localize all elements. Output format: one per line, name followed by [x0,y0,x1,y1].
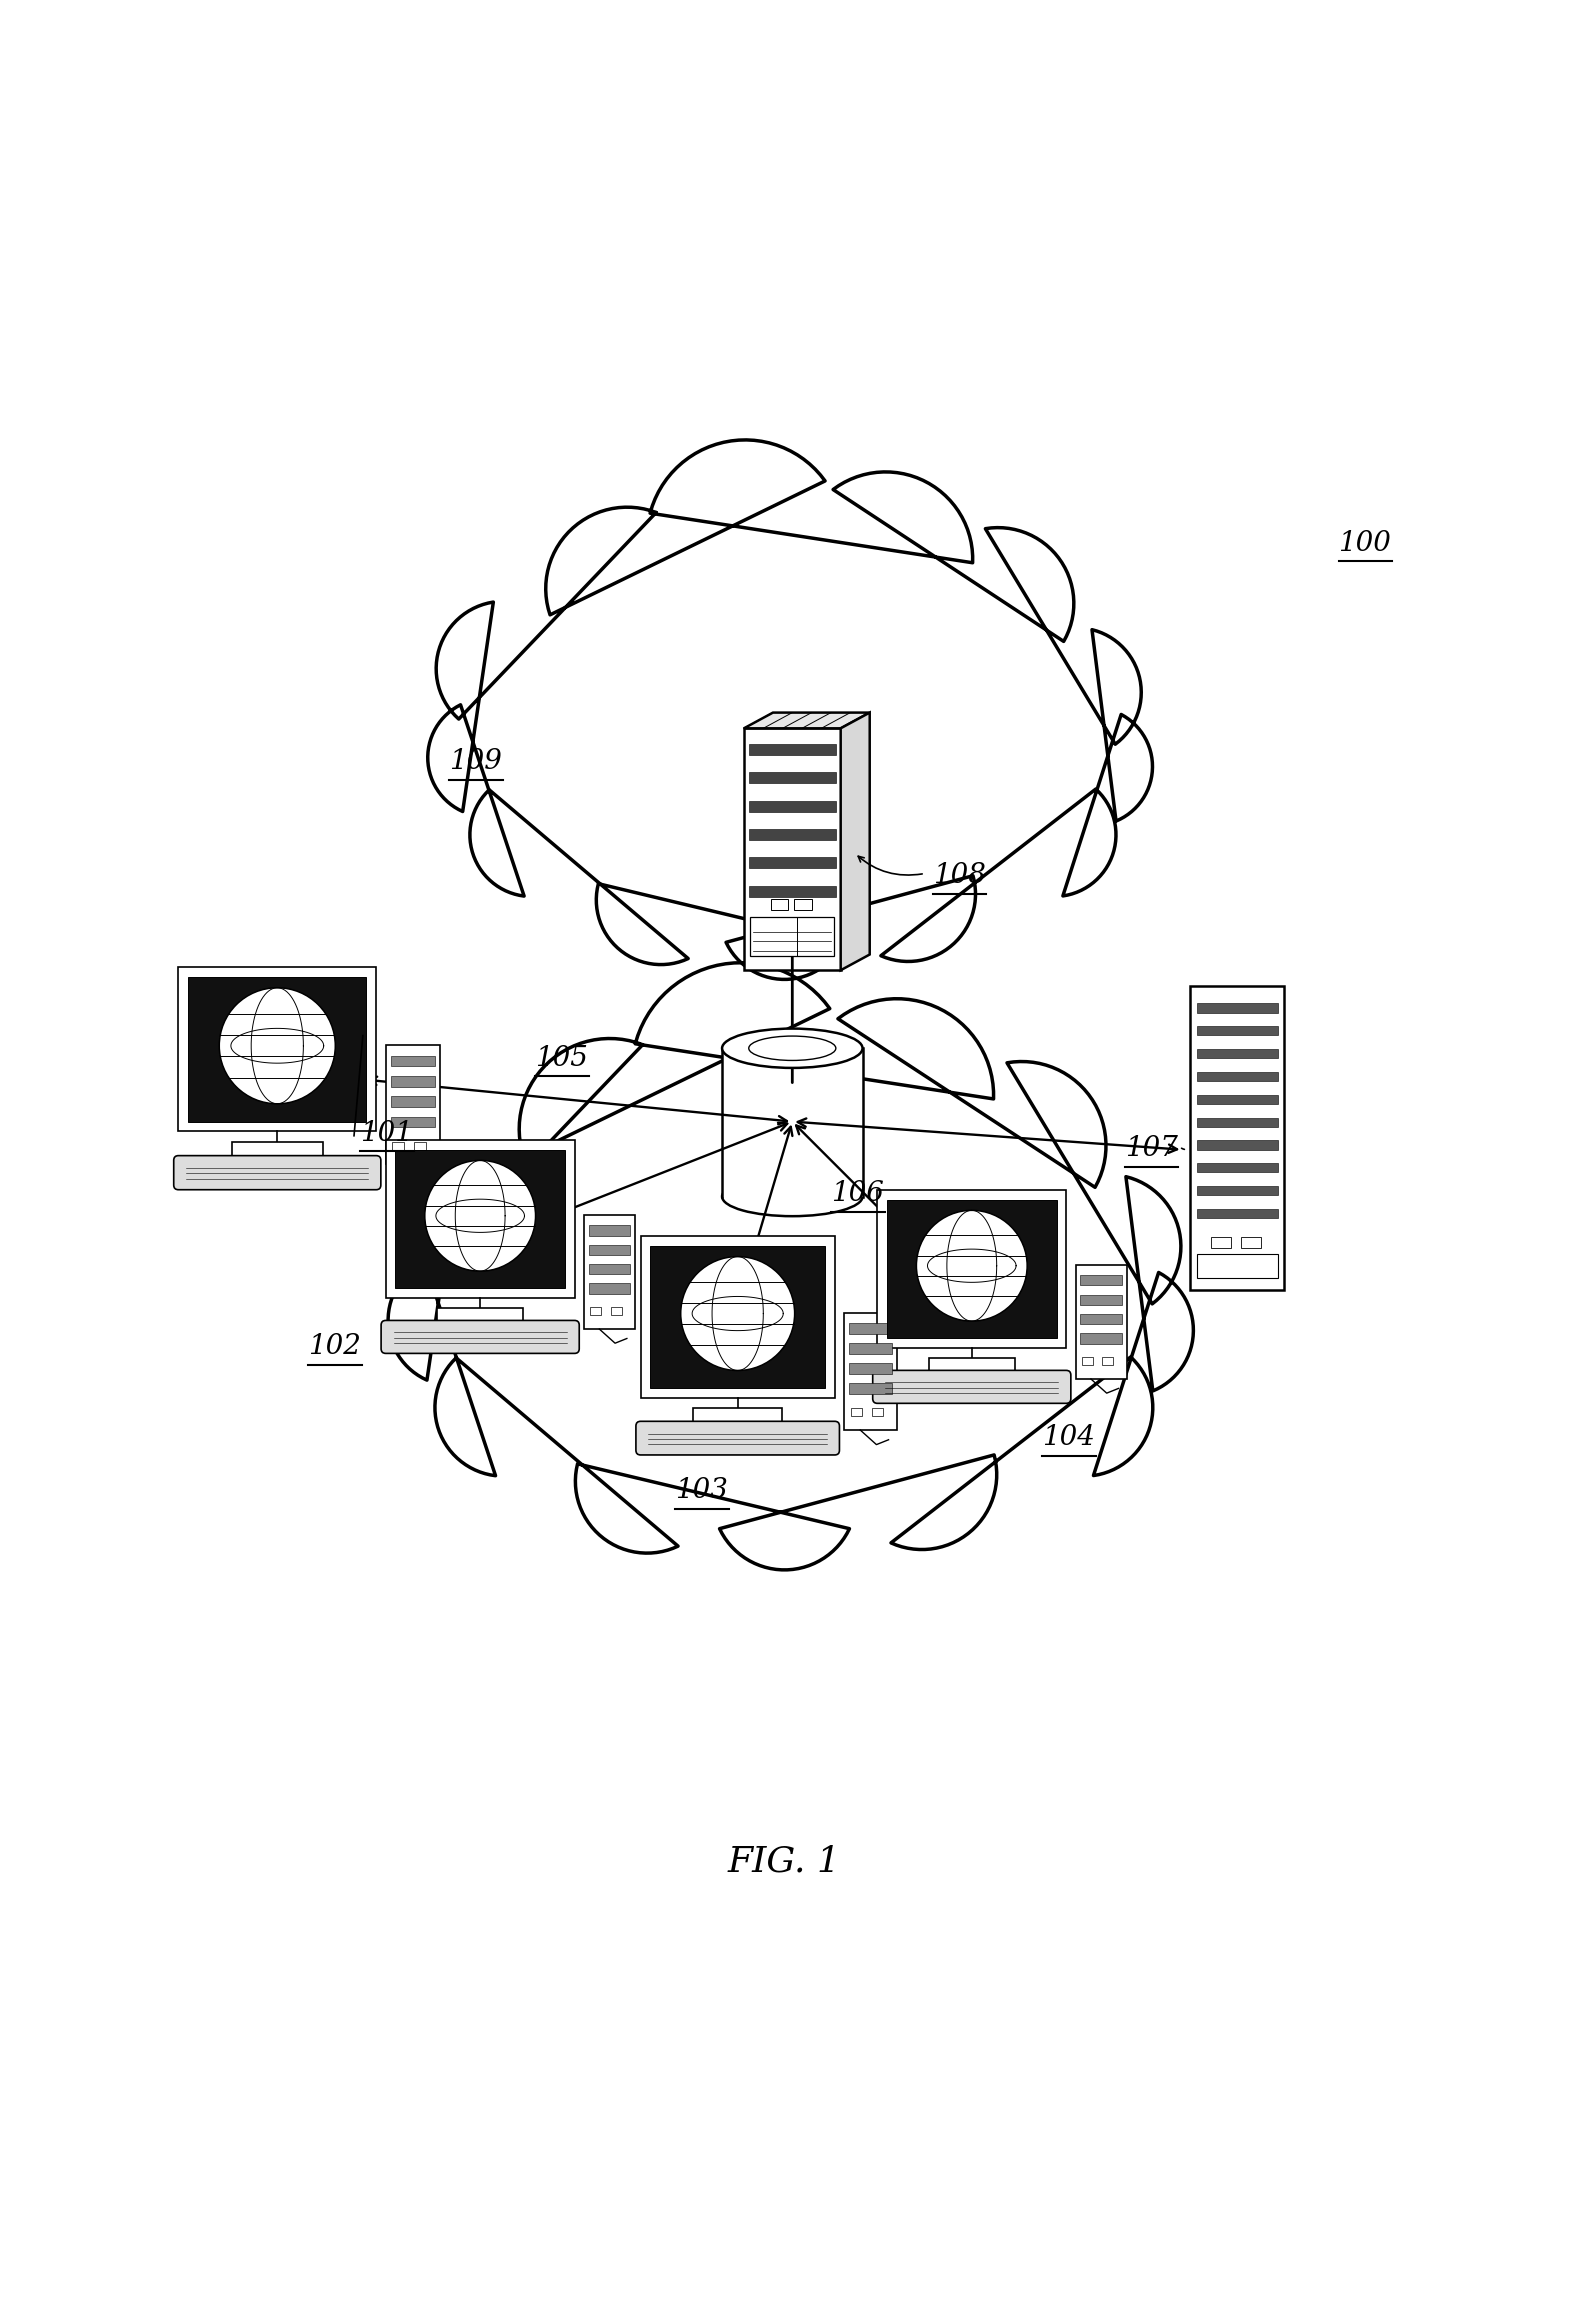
Polygon shape [744,729,841,970]
Bar [722,1049,863,1197]
Bar [748,801,836,813]
Bar [1197,1002,1277,1012]
Text: 103: 103 [675,1477,728,1505]
Bar [850,1408,863,1417]
Bar [750,917,835,956]
Ellipse shape [748,1037,836,1060]
Bar [1081,1315,1122,1324]
Bar [1197,1095,1277,1104]
Bar [590,1308,601,1315]
Bar [794,898,811,910]
Bar [748,743,836,755]
Circle shape [220,989,336,1104]
Bar [640,1236,835,1398]
Bar [1076,1264,1127,1380]
Bar [1241,1236,1261,1248]
Bar [886,1199,1058,1338]
Bar [1191,986,1283,1289]
Polygon shape [841,713,869,970]
FancyBboxPatch shape [635,1421,839,1454]
Bar [395,1151,565,1287]
Bar [1211,1236,1232,1248]
Text: 106: 106 [832,1181,885,1208]
Bar [1197,1162,1277,1171]
Circle shape [425,1160,535,1271]
Bar [588,1245,631,1255]
Text: 109: 109 [449,748,502,776]
Bar [849,1324,893,1333]
Bar [748,773,836,782]
Bar [748,887,836,896]
Text: 101: 101 [359,1120,413,1146]
Bar [1197,1072,1277,1081]
Bar [391,1116,435,1127]
Circle shape [916,1211,1028,1322]
Bar [748,829,836,840]
Ellipse shape [722,1176,863,1215]
Bar [1081,1333,1122,1343]
Bar [188,977,366,1120]
Bar [588,1283,631,1294]
Polygon shape [744,713,869,729]
Bar [1081,1357,1094,1366]
Bar [1101,1357,1114,1366]
Bar [392,1141,405,1151]
Bar [770,898,789,910]
Bar [391,1056,435,1067]
Bar [436,1308,524,1324]
Ellipse shape [722,1028,863,1067]
Bar [1197,1049,1277,1058]
FancyBboxPatch shape [872,1370,1072,1403]
Bar [232,1141,323,1160]
Text: FIG. 1: FIG. 1 [728,1845,841,1877]
Text: 108: 108 [932,861,985,889]
Bar [386,1044,439,1164]
Bar [1197,1208,1277,1218]
Bar [414,1141,425,1151]
Bar [584,1215,635,1329]
Bar [1197,1255,1277,1278]
Bar [748,857,836,868]
Bar [1081,1294,1122,1306]
Text: 107: 107 [1125,1134,1178,1162]
Bar [1197,1026,1277,1035]
Bar [872,1408,883,1417]
Text: 105: 105 [535,1044,588,1072]
Bar [929,1359,1015,1375]
Circle shape [681,1257,794,1370]
Text: 100: 100 [1338,530,1392,556]
Bar [1197,1118,1277,1127]
FancyBboxPatch shape [174,1155,381,1190]
Bar [849,1343,893,1354]
Bar [849,1364,893,1373]
Text: 102: 102 [309,1333,361,1361]
Bar [179,968,377,1132]
Bar [386,1141,574,1299]
Bar [588,1225,631,1236]
Bar [610,1308,621,1315]
Bar [1197,1141,1277,1151]
Bar [877,1190,1067,1347]
Bar [693,1408,783,1426]
Bar [844,1313,897,1431]
Bar [1197,1185,1277,1195]
Bar [849,1382,893,1394]
Bar [588,1264,631,1273]
Bar [391,1097,435,1107]
FancyBboxPatch shape [381,1320,579,1354]
Bar [391,1076,435,1086]
Bar [650,1245,825,1389]
Bar [1081,1276,1122,1285]
Text: 104: 104 [1042,1424,1095,1452]
